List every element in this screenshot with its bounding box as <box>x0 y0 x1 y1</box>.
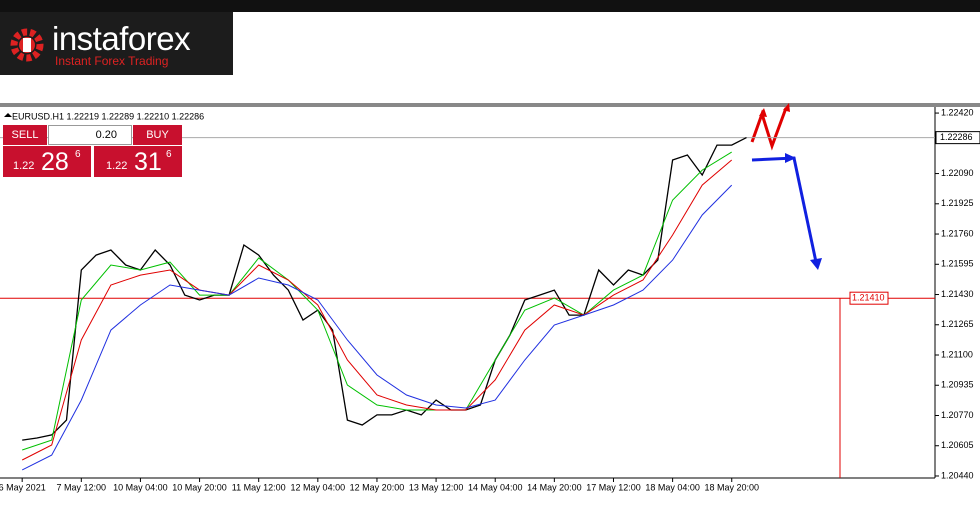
header-arrow <box>4 113 12 117</box>
x-tick-label: 7 May 12:00 <box>57 482 107 492</box>
x-tick-label: 18 May 04:00 <box>645 482 700 492</box>
x-tick-label: 6 May 2021 <box>0 482 46 492</box>
bid-box[interactable]: 1.22 28 6 <box>3 146 91 177</box>
level-label-box <box>849 291 889 305</box>
logo-box: instaforex Instant Forex Trading <box>0 12 233 75</box>
x-tick-label: 18 May 20:00 <box>704 482 759 492</box>
price-line <box>22 137 747 441</box>
chart-header: EURUSD.H1 1.22219 1.22289 1.22210 1.2228… <box>12 111 204 121</box>
price-line <box>21 159 733 461</box>
y-tick-label: 1.21430 <box>941 289 974 299</box>
y-tick-label: 1.20605 <box>941 440 974 450</box>
logo-tagline: Instant Forex Trading <box>55 54 169 68</box>
logo-name: instaforex <box>52 20 191 57</box>
top-bar <box>0 0 980 12</box>
price-line <box>22 151 732 451</box>
y-tick-label: 1.21595 <box>941 259 974 269</box>
x-tick-label: 11 May 12:00 <box>232 482 286 492</box>
y-tick-label: 1.20770 <box>941 410 974 420</box>
sell-button[interactable]: SELL <box>3 125 47 145</box>
price-line <box>21 184 733 471</box>
bid-big: 1.22 <box>13 160 35 172</box>
x-tick-label: 14 May 04:00 <box>468 482 523 492</box>
ask-box[interactable]: 1.22 31 6 <box>94 146 182 177</box>
y-tick-label: 1.20935 <box>941 380 974 390</box>
x-tick-label: 10 May 20:00 <box>172 482 227 492</box>
ask-big: 1.22 <box>106 160 128 172</box>
bid-mid: 28 <box>41 148 69 176</box>
forecast-arrows <box>750 103 841 478</box>
y-tick-label: 1.20440 <box>941 470 974 480</box>
y-tick-label: 1.21265 <box>941 319 974 329</box>
ask-sup: 6 <box>166 149 172 160</box>
bid-sup: 6 <box>75 149 81 160</box>
logo-icon <box>10 28 44 62</box>
ask-mid: 31 <box>134 148 162 176</box>
x-tick-label: 12 May 04:00 <box>291 482 346 492</box>
y-tick-label: 1.21760 <box>941 228 974 238</box>
x-tick-label: 13 May 12:00 <box>409 482 464 492</box>
x-tick-label: 12 May 20:00 <box>350 482 405 492</box>
x-tick-label: 17 May 12:00 <box>586 482 641 492</box>
level-label: 1.21410 <box>852 293 885 303</box>
y-tick-label: 1.22090 <box>941 168 974 178</box>
y-tick-label: 1.21100 <box>941 349 973 359</box>
y-tick-label: 1.21925 <box>941 198 974 208</box>
buy-button[interactable]: BUY <box>133 125 182 145</box>
trade-panel: SELL 0.20 BUY 1.22 28 6 1.22 31 6 <box>3 125 182 177</box>
lot-input[interactable]: 0.20 <box>48 125 132 145</box>
last-price-box <box>935 131 980 145</box>
x-tick-label: 14 May 20:00 <box>527 482 582 492</box>
x-tick-label: 10 May 04:00 <box>113 482 168 492</box>
y-tick-label: 1.22420 <box>941 107 974 117</box>
last-price-label: 1.22286 <box>940 132 973 142</box>
chart-frame <box>0 103 980 107</box>
